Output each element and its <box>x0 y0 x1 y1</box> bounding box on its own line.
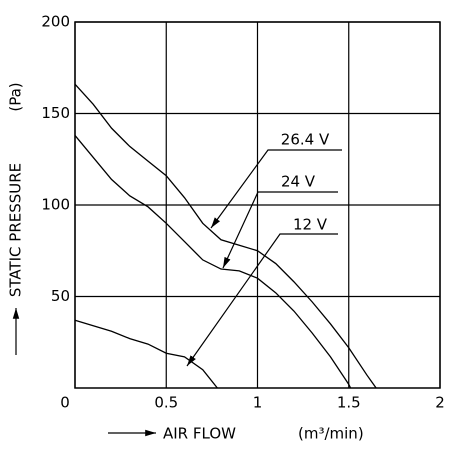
y-axis-label: STATIC PRESSURE <box>7 163 25 297</box>
x-tick-label: 2 <box>435 394 445 412</box>
x-axis-unit: (m³/min) <box>298 425 364 443</box>
series-line <box>74 83 377 389</box>
y-tick-label: 50 <box>51 287 70 305</box>
x-axis-label: AIR FLOW <box>163 425 236 443</box>
y-axis-unit: (Pa) <box>7 82 25 111</box>
leader-line <box>186 233 338 367</box>
x-tick-label: 1 <box>253 394 263 412</box>
x-tick-label: 0.5 <box>154 394 178 412</box>
leader-line <box>222 191 338 269</box>
y-tick-label: 100 <box>41 196 70 214</box>
x-tick-label: 0 <box>60 394 70 412</box>
series-label: 12 V <box>293 216 328 234</box>
y-tick-label: 200 <box>41 13 70 31</box>
series-line <box>74 319 218 389</box>
x-tick-label: 1.5 <box>337 394 361 412</box>
series-label: 24 V <box>281 173 316 191</box>
series-label: 26.4 V <box>281 131 330 149</box>
y-tick-label: 150 <box>41 104 70 122</box>
leader-line <box>210 149 342 229</box>
series-line <box>74 135 352 389</box>
